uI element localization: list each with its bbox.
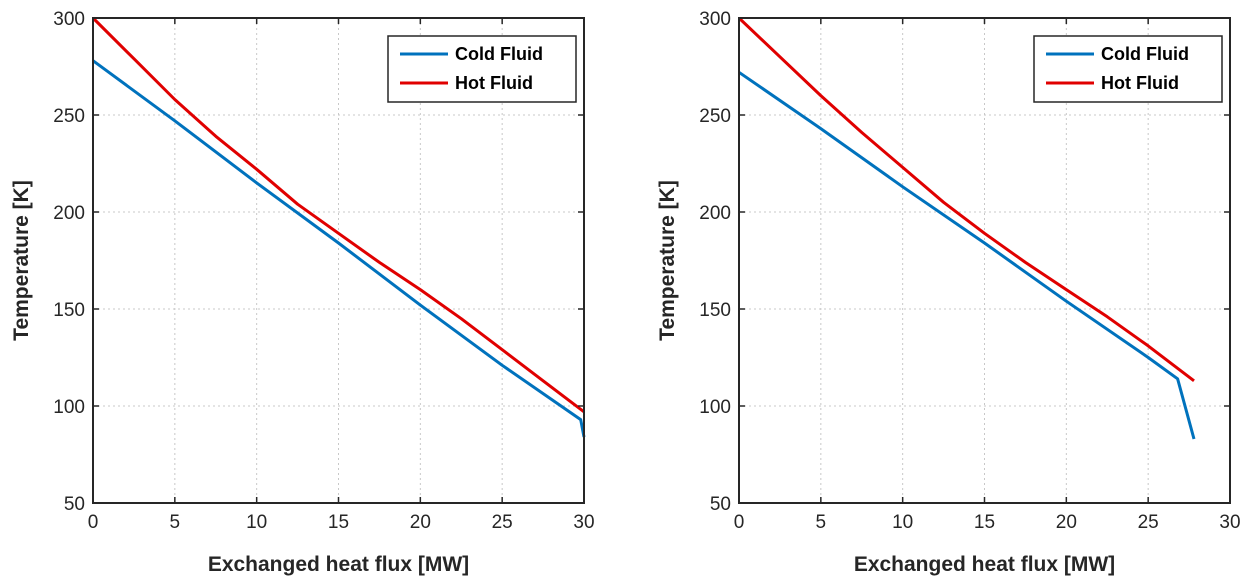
y-tick-label: 100 xyxy=(53,397,85,418)
chart-panel-1: 0 5 10 15 20 25 30 50 100 150 200 250 300 Exchanged h… xyxy=(10,9,595,576)
x-tick-label: 15 xyxy=(328,512,349,533)
y-tick-label: 50 xyxy=(710,494,731,515)
y-tick-label: 200 xyxy=(699,203,731,224)
legend-entry-label: Cold Fluid xyxy=(1101,44,1189,64)
series-line-cold-fluid xyxy=(92,59,586,438)
x-tick-label: 0 xyxy=(734,512,745,533)
series-line-hot-fluid xyxy=(91,16,585,413)
series-line-hot-fluid xyxy=(737,16,1195,382)
y-tick-label: 150 xyxy=(699,300,731,321)
y-axis-title: Temperature [K] xyxy=(656,180,679,341)
legend: Cold Fluid Hot Fluid xyxy=(387,35,577,103)
y-tick-label: 150 xyxy=(53,300,85,321)
x-tick-label: 20 xyxy=(1056,512,1077,533)
x-tick-label: 25 xyxy=(492,512,513,533)
chart-panel-2: 0 5 10 15 20 25 30 50 100 150 200 250 300 Exchanged h… xyxy=(656,9,1241,576)
legend-entry-label: Hot Fluid xyxy=(1101,73,1179,93)
x-tick-label: 30 xyxy=(573,512,594,533)
y-axis-title: Temperature [K] xyxy=(10,180,33,341)
y-tick-label: 300 xyxy=(53,9,85,30)
y-tick-label: 100 xyxy=(699,397,731,418)
y-tick-label: 200 xyxy=(53,203,85,224)
x-tick-label: 15 xyxy=(974,512,995,533)
legend-entry-label: Cold Fluid xyxy=(455,44,543,64)
x-axis-title: Exchanged heat flux [MW] xyxy=(854,553,1115,576)
series-line-cold-fluid xyxy=(738,71,1196,440)
x-tick-label: 30 xyxy=(1219,512,1240,533)
legend-entry-label: Hot Fluid xyxy=(455,73,533,93)
x-tick-label: 25 xyxy=(1138,512,1159,533)
x-tick-label: 5 xyxy=(816,512,827,533)
legend-box xyxy=(1033,35,1223,103)
x-axis-title: Exchanged heat flux [MW] xyxy=(208,553,469,576)
x-tick-label: 10 xyxy=(246,512,267,533)
x-tick-label: 20 xyxy=(410,512,431,533)
y-tick-label: 50 xyxy=(64,494,85,515)
x-tick-label: 5 xyxy=(170,512,181,533)
y-tick-label: 250 xyxy=(699,106,731,127)
x-tick-label: 0 xyxy=(88,512,99,533)
y-tick-label: 250 xyxy=(53,106,85,127)
x-tick-label: 10 xyxy=(892,512,913,533)
y-tick-label: 300 xyxy=(699,9,731,30)
legend: Cold Fluid Hot Fluid xyxy=(1033,35,1223,103)
legend-box xyxy=(387,35,577,103)
